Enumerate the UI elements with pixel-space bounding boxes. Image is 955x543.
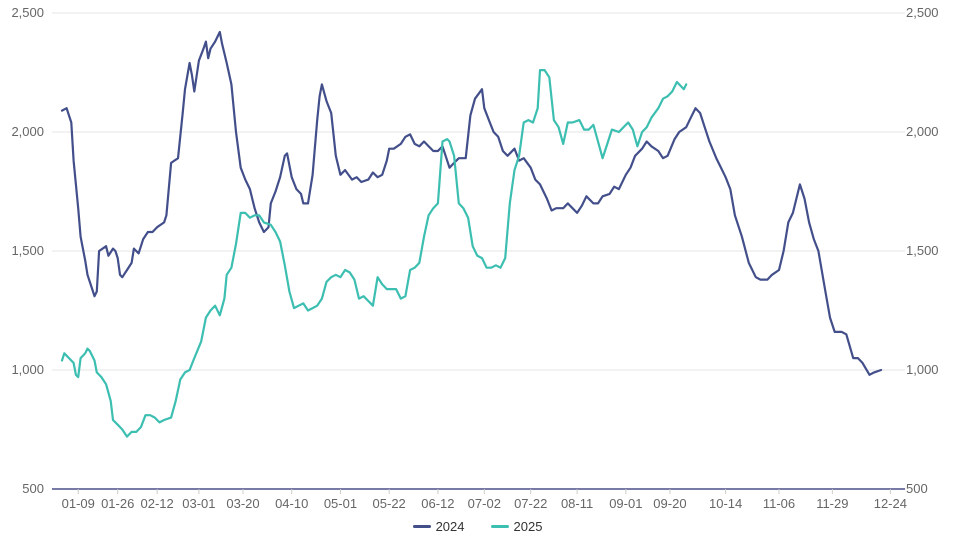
x-tick-label: 01-09 [62, 496, 95, 511]
y-tick-label-right: 2,000 [906, 124, 939, 139]
x-tick-label: 05-22 [373, 496, 406, 511]
legend-label-2024: 2024 [435, 519, 465, 534]
legend-item-2024[interactable]: 2024 [412, 519, 465, 534]
y-tick-label-left: 1,000 [11, 362, 44, 377]
series-line-2024 [60, 30, 883, 376]
x-tick-label: 09-20 [653, 496, 686, 511]
y-tick-label-left: 500 [22, 481, 44, 496]
y-axis-left: 500 1,000 1,500 2,000 2,500 [11, 5, 44, 496]
x-axis: 01-09 01-26 02-12 03-01 03-20 04-10 05-01 05-22… [52, 488, 907, 511]
x-tick-label: 11-29 [816, 496, 848, 511]
x-tick-label: 07-22 [514, 496, 547, 511]
legend-label-2025: 2025 [513, 519, 543, 534]
legend-item-2025[interactable]: 2025 [490, 519, 543, 534]
y-tick-label-right: 2,500 [906, 5, 939, 20]
series-line-2025 [60, 69, 688, 438]
x-tick-label: 05-01 [324, 496, 357, 511]
y-tick-label-right: 1,500 [906, 243, 939, 258]
x-tick-label: 09-01 [609, 496, 642, 511]
x-tick-label: 01-26 [101, 496, 134, 511]
y-tick-label-left: 2,500 [11, 5, 44, 20]
gridlines [52, 12, 905, 371]
y-axis-right: 500 1,000 1,500 2,000 2,500 [906, 5, 939, 496]
chart-legend: 2024 2025 [0, 519, 955, 534]
x-tick-label: 03-20 [226, 496, 259, 511]
x-tick-label: 06-12 [421, 496, 454, 511]
y-tick-label-left: 2,000 [11, 124, 44, 139]
x-tick-label: 04-10 [275, 496, 308, 511]
x-tick-label: 10-14 [709, 496, 742, 511]
x-tick-label: 02-12 [141, 496, 174, 511]
x-tick-label: 12-24 [874, 496, 907, 511]
x-tick-label: 07-02 [468, 496, 501, 511]
y-tick-label-right: 500 [906, 481, 928, 496]
x-tick-label: 08-11 [561, 496, 593, 511]
y-tick-label-left: 1,500 [11, 243, 44, 258]
legend-swatch-2024 [412, 525, 431, 528]
y-tick-label-right: 1,000 [906, 362, 939, 377]
legend-swatch-2025 [490, 525, 509, 528]
series-lines [60, 30, 883, 438]
x-tick-label: 11-06 [763, 496, 795, 511]
x-tick-label: 03-01 [182, 496, 215, 511]
